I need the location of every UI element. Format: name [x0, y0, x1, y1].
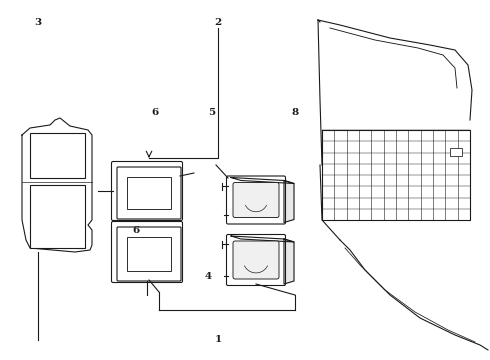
Bar — [127, 177, 171, 209]
Bar — [450, 148, 462, 156]
Text: 6: 6 — [133, 225, 140, 234]
FancyBboxPatch shape — [112, 162, 182, 220]
FancyBboxPatch shape — [117, 227, 181, 281]
Text: 8: 8 — [292, 108, 298, 117]
Polygon shape — [231, 177, 294, 184]
Polygon shape — [22, 118, 92, 252]
Bar — [127, 237, 171, 271]
FancyBboxPatch shape — [117, 167, 181, 219]
Text: 3: 3 — [34, 18, 42, 27]
FancyBboxPatch shape — [112, 221, 182, 283]
FancyBboxPatch shape — [226, 234, 286, 285]
Bar — [30, 133, 85, 178]
Text: 4: 4 — [204, 272, 212, 281]
FancyBboxPatch shape — [233, 183, 279, 217]
Text: 1: 1 — [215, 335, 221, 344]
Polygon shape — [284, 180, 294, 222]
Text: 2: 2 — [215, 18, 221, 27]
FancyBboxPatch shape — [233, 241, 279, 279]
Text: 6: 6 — [151, 108, 159, 117]
Polygon shape — [284, 239, 294, 284]
Bar — [30, 185, 85, 248]
Polygon shape — [231, 236, 294, 242]
FancyBboxPatch shape — [226, 176, 286, 224]
Text: 5: 5 — [208, 108, 216, 117]
Text: 7: 7 — [261, 278, 269, 287]
